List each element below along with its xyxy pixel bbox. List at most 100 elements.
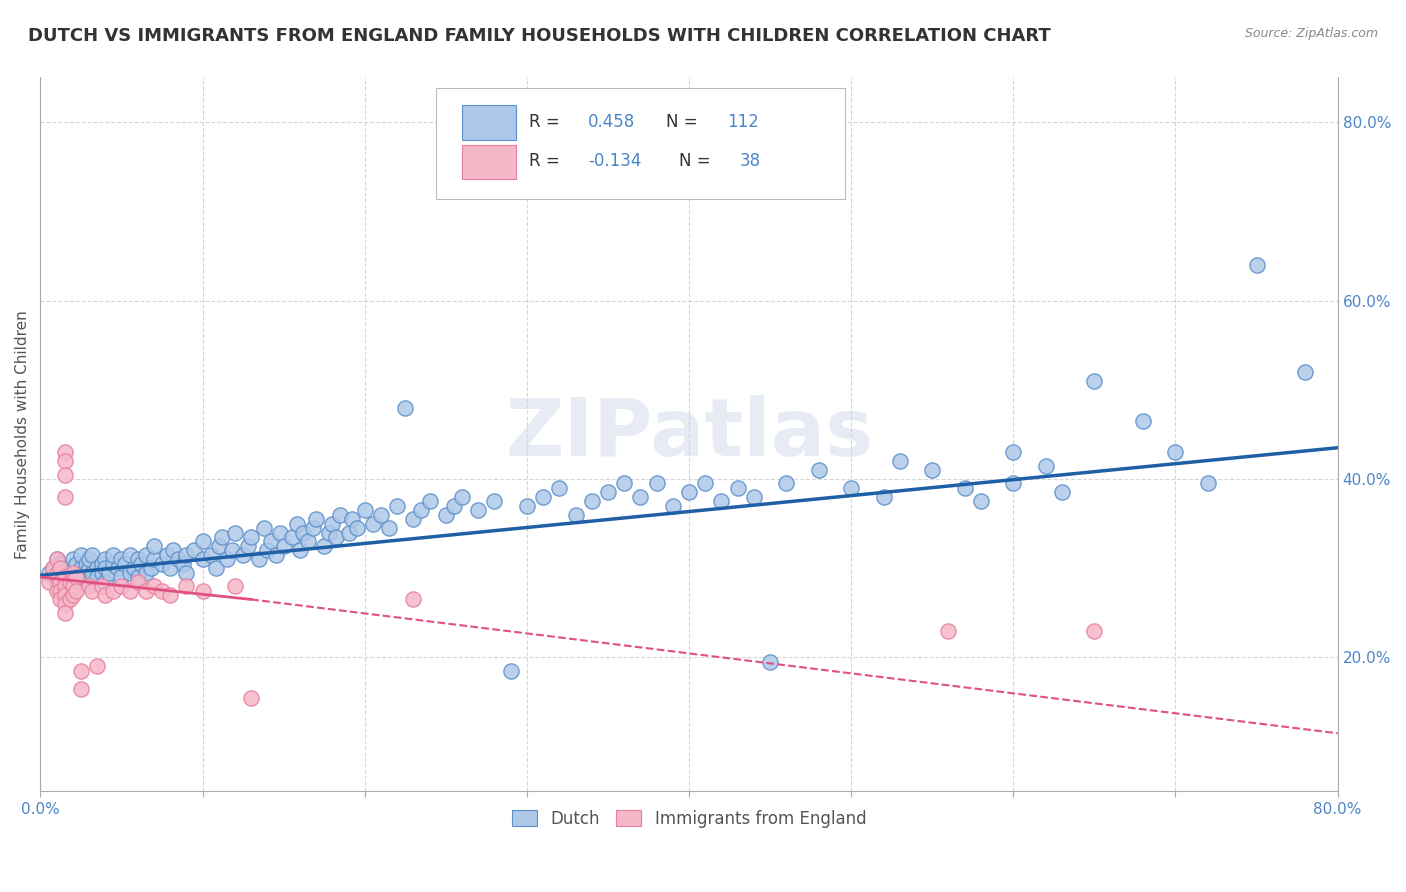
Point — [62, 588, 84, 602]
Point — [1294, 365, 1316, 379]
Point — [329, 508, 352, 522]
Point — [91, 579, 114, 593]
Point — [70, 664, 93, 678]
Text: 38: 38 — [740, 152, 761, 170]
Point — [775, 476, 797, 491]
Point — [516, 499, 538, 513]
Point — [135, 566, 157, 580]
Point — [325, 530, 347, 544]
Point — [1050, 485, 1073, 500]
Point — [499, 664, 522, 678]
Point — [531, 490, 554, 504]
Text: 0.458: 0.458 — [588, 113, 636, 131]
Point — [759, 655, 782, 669]
Point — [150, 583, 173, 598]
Point — [402, 512, 425, 526]
Point — [49, 561, 72, 575]
Point — [91, 557, 114, 571]
Point — [94, 588, 117, 602]
Point — [142, 579, 165, 593]
Text: ZIPatlas: ZIPatlas — [505, 395, 873, 474]
Point — [42, 561, 65, 575]
Point — [118, 583, 141, 598]
Point — [1083, 374, 1105, 388]
Point — [394, 401, 416, 415]
Point — [82, 583, 104, 598]
Point — [1132, 414, 1154, 428]
Point — [443, 499, 465, 513]
Y-axis label: Family Households with Children: Family Households with Children — [15, 310, 30, 558]
Point — [1164, 445, 1187, 459]
Point — [82, 548, 104, 562]
Point — [94, 552, 117, 566]
Point — [156, 548, 179, 562]
Point — [191, 534, 214, 549]
Point — [49, 557, 72, 571]
Point — [49, 583, 72, 598]
Point — [65, 557, 87, 571]
Point — [183, 543, 205, 558]
Point — [1035, 458, 1057, 473]
Point — [1197, 476, 1219, 491]
Point — [94, 574, 117, 589]
Text: -0.134: -0.134 — [588, 152, 641, 170]
FancyBboxPatch shape — [436, 88, 845, 199]
Text: N =: N = — [665, 113, 703, 131]
Point — [938, 624, 960, 638]
Point — [256, 543, 278, 558]
Point — [247, 552, 270, 566]
Point — [176, 579, 198, 593]
Point — [53, 570, 76, 584]
Point — [321, 516, 343, 531]
Point — [346, 521, 368, 535]
Point — [49, 592, 72, 607]
Point — [53, 597, 76, 611]
Point — [59, 566, 82, 580]
Point — [86, 659, 108, 673]
Point — [49, 566, 72, 580]
Point — [361, 516, 384, 531]
Point — [103, 583, 125, 598]
Point — [434, 508, 457, 522]
Point — [215, 552, 238, 566]
Point — [159, 588, 181, 602]
Point — [402, 592, 425, 607]
Point — [135, 548, 157, 562]
Point — [224, 525, 246, 540]
Point — [695, 476, 717, 491]
Point — [91, 566, 114, 580]
Point — [467, 503, 489, 517]
Point — [70, 561, 93, 575]
Point — [727, 481, 749, 495]
Point — [135, 583, 157, 598]
Point — [301, 521, 323, 535]
Point — [314, 539, 336, 553]
Point — [385, 499, 408, 513]
Point — [273, 539, 295, 553]
Point — [191, 583, 214, 598]
Point — [38, 574, 60, 589]
Point — [340, 512, 363, 526]
Point — [710, 494, 733, 508]
Point — [204, 561, 226, 575]
Point — [288, 543, 311, 558]
Point — [419, 494, 441, 508]
Point — [53, 570, 76, 584]
Text: N =: N = — [679, 152, 716, 170]
Point — [150, 557, 173, 571]
Point — [53, 467, 76, 482]
Point — [59, 574, 82, 589]
Point — [42, 561, 65, 575]
Point — [110, 570, 132, 584]
Point — [1246, 258, 1268, 272]
Point — [86, 570, 108, 584]
Point — [142, 539, 165, 553]
Point — [240, 530, 263, 544]
Point — [318, 525, 340, 540]
Point — [65, 566, 87, 580]
Point — [70, 681, 93, 696]
Point — [613, 476, 636, 491]
Point — [260, 534, 283, 549]
Point — [110, 552, 132, 566]
Text: Source: ZipAtlas.com: Source: ZipAtlas.com — [1244, 27, 1378, 40]
